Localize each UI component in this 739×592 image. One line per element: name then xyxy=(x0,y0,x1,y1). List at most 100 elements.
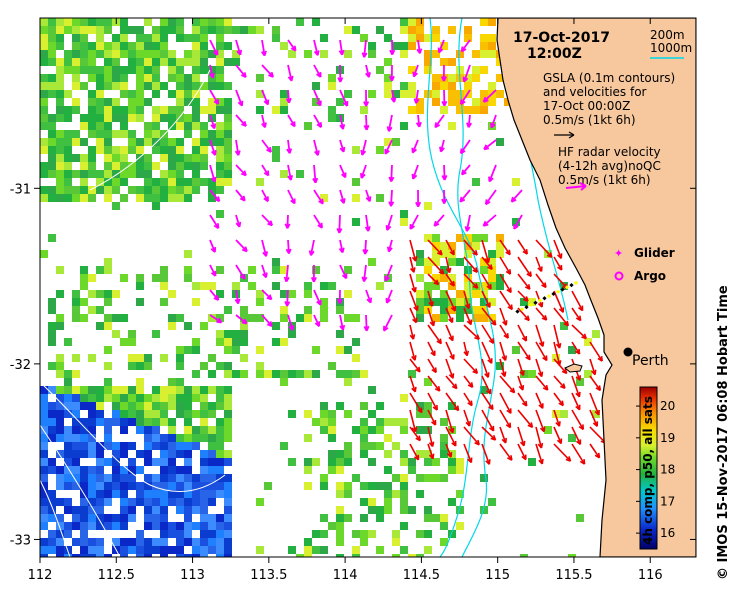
sst-pixel xyxy=(144,402,152,410)
sst-pixel xyxy=(208,530,216,538)
sst-pixel xyxy=(184,90,192,98)
hf-arrow-head xyxy=(509,387,516,394)
hf-arrow-head xyxy=(412,317,418,324)
hf-arrow-head xyxy=(590,369,597,376)
sst-pixel xyxy=(88,50,96,58)
sst-pixel xyxy=(96,290,104,298)
sst-pixel xyxy=(120,42,128,50)
sst-pixel xyxy=(48,306,56,314)
sst-pixel xyxy=(56,154,64,162)
sst-pixel xyxy=(80,418,88,426)
gsla-arrow-head xyxy=(339,124,346,130)
sst-pixel xyxy=(192,370,200,378)
sst-pixel xyxy=(80,482,88,490)
sst-pixel xyxy=(224,482,232,490)
sst-pixel xyxy=(280,306,288,314)
sst-pixel xyxy=(112,82,120,90)
sst-pixel xyxy=(424,58,432,66)
sst-pixel xyxy=(528,458,536,466)
sst-pixel xyxy=(64,506,72,514)
hf-arrow xyxy=(589,443,601,459)
hf-arrow xyxy=(535,290,543,308)
hf-arrow xyxy=(517,273,531,290)
sst-pixel xyxy=(184,450,192,458)
sst-pixel xyxy=(312,418,320,426)
sst-pixel xyxy=(176,410,184,418)
sst-pixel xyxy=(48,338,56,346)
sst-pixel xyxy=(48,18,56,26)
sst-pixel xyxy=(488,298,496,306)
gsla-arrow-head xyxy=(339,324,346,331)
sst-pixel xyxy=(152,402,160,410)
sst-pixel xyxy=(184,474,192,482)
sst-pixel xyxy=(136,82,144,90)
sst-pixel xyxy=(56,194,64,202)
hf-arrow xyxy=(517,290,529,302)
sst-pixel xyxy=(40,538,48,546)
sst-pixel xyxy=(312,18,320,26)
sst-pixel xyxy=(200,130,208,138)
sst-pixel xyxy=(104,178,112,186)
sst-pixel xyxy=(352,370,360,378)
sst-pixel xyxy=(280,90,288,98)
sst-pixel xyxy=(48,130,56,138)
sst-pixel xyxy=(144,154,152,162)
sst-pixel xyxy=(72,394,80,402)
sst-pixel xyxy=(328,106,336,114)
sst-pixel xyxy=(128,186,136,194)
sst-pixel xyxy=(208,442,216,450)
sst-pixel xyxy=(192,298,200,306)
glider-position xyxy=(537,298,543,303)
sst-pixel xyxy=(472,98,480,106)
sst-pixel xyxy=(408,554,416,557)
sst-pixel xyxy=(72,82,80,90)
sst-pixel xyxy=(200,530,208,538)
sst-pixel xyxy=(208,466,216,474)
sst-pixel xyxy=(152,418,160,426)
sst-pixel xyxy=(120,498,128,506)
sst-pixel xyxy=(96,186,104,194)
gsla-arrow-head xyxy=(209,72,215,79)
sst-pixel xyxy=(104,322,112,330)
sst-pixel xyxy=(160,26,168,34)
hf-arrow xyxy=(445,375,458,390)
sst-pixel xyxy=(256,106,264,114)
sst-pixel xyxy=(128,162,136,170)
sst-pixel xyxy=(416,258,424,266)
sst-pixel xyxy=(168,18,176,26)
hf-arrow-head xyxy=(556,438,563,445)
sst-pixel xyxy=(152,426,160,434)
sst-pixel xyxy=(152,546,160,554)
sst-pixel xyxy=(48,74,56,82)
sst-pixel xyxy=(416,18,424,26)
sst-pixel xyxy=(64,338,72,346)
gsla-arrow-head xyxy=(283,276,290,283)
hf-arrow-head xyxy=(500,371,507,378)
sst-pixel xyxy=(144,170,152,178)
sst-pixel xyxy=(488,250,496,258)
sst-pixel xyxy=(56,26,64,34)
sst-pixel xyxy=(176,26,184,34)
gsla-arrow-head xyxy=(234,150,241,156)
sst-pixel xyxy=(88,450,96,458)
gsla-arrow-head xyxy=(459,196,466,203)
y-axis: -31-32-33 xyxy=(10,182,696,548)
sst-pixel xyxy=(440,250,448,258)
sst-pixel xyxy=(208,50,216,58)
sst-pixel xyxy=(216,186,224,194)
sst-pixel xyxy=(272,146,280,154)
sst-pixel xyxy=(144,98,152,106)
sst-pixel xyxy=(64,450,72,458)
gsla-arrow-head xyxy=(210,123,217,130)
sst-pixel xyxy=(200,178,208,186)
sst-pixel xyxy=(424,34,432,42)
sst-pixel xyxy=(88,98,96,106)
sst-pixel xyxy=(40,394,48,402)
sst-pixel xyxy=(584,370,592,378)
sst-pixel xyxy=(208,434,216,442)
gsla-arrow-head xyxy=(384,275,390,282)
sst-pixel xyxy=(216,522,224,530)
hf-arrow xyxy=(445,307,454,323)
sst-pixel xyxy=(168,114,176,122)
hf-arrow-head xyxy=(485,459,491,465)
